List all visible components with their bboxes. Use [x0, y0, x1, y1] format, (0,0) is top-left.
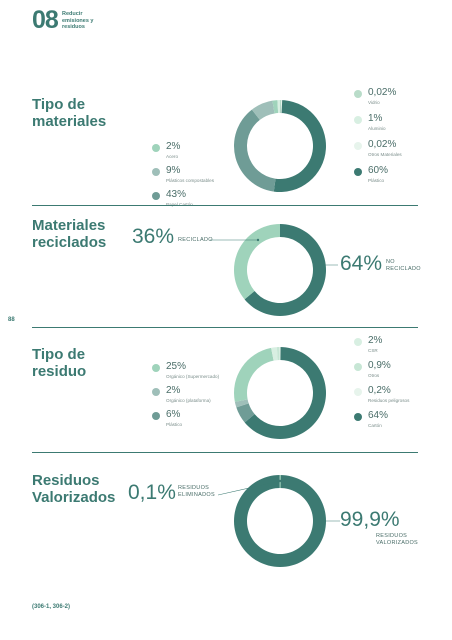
chapter-number: 08: [32, 6, 59, 34]
donut-slice: [234, 347, 274, 402]
donut-slice: [279, 100, 282, 114]
donut-slice: [277, 100, 280, 114]
donut-slice: [234, 224, 280, 300]
donut-slice: [244, 347, 326, 439]
recycled-label: RECICLADO: [178, 237, 213, 243]
page-number: 88: [8, 317, 15, 323]
legend-swatch: [152, 412, 160, 420]
not-recycled-label: NO RECICLADO: [386, 259, 421, 273]
legend-percentage: 0,2%: [368, 385, 391, 396]
valorized-label: RESIDUOS VALORIZADOS: [376, 533, 418, 547]
legend-label: Otros: [368, 373, 380, 378]
donut-chart-materiales: [234, 100, 326, 192]
donut-slice: [272, 100, 279, 114]
legend-label: Orgánico (Supermercado): [166, 374, 220, 379]
legend-percentage: 60%: [368, 165, 389, 176]
legend-percentage: 6%: [166, 409, 181, 420]
legend-swatch: [354, 142, 362, 150]
legend-label: Acero: [166, 154, 179, 159]
not-recycled-label-line-2: RECICLADO: [386, 266, 421, 272]
legend-percentage: 25%: [166, 361, 187, 372]
legend-label: Plástico: [368, 178, 385, 183]
legend-label: Aluminio: [368, 126, 386, 131]
legend-percentage: 2%: [368, 335, 383, 346]
eliminated-leader-line: [218, 479, 282, 496]
legend-swatch: [354, 90, 362, 98]
donut-slice: [234, 109, 276, 192]
divider: [32, 452, 418, 453]
legend-percentage: 0,02%: [368, 139, 397, 150]
legend-label: Plásticos compostables: [166, 178, 215, 183]
divider: [32, 327, 418, 328]
legend-label: Plástico: [166, 422, 183, 427]
not-recycled-leader-line: [316, 263, 338, 267]
donut-slice: [244, 224, 326, 316]
not-recycled-label-line-1: NO: [386, 259, 395, 265]
section-title-materiales: Tipo de materiales: [32, 96, 107, 130]
donut-chart-reciclados: [234, 224, 326, 316]
not-recycled-pct: 64%: [340, 252, 383, 275]
legend-percentage: 0,9%: [368, 360, 391, 371]
legend-percentage: 2%: [166, 385, 181, 396]
legend-swatch: [152, 192, 160, 200]
legend-label: Residuos peligrosos: [368, 398, 410, 403]
legend-swatch: [354, 116, 362, 124]
legend-percentage: 1%: [368, 113, 383, 124]
section-title-valorizados: Residuos Valorizados: [32, 472, 116, 506]
divider: [32, 205, 418, 206]
section-title-residuo: Tipo de residuo: [32, 346, 87, 380]
legend-swatch: [354, 363, 362, 371]
legend-swatch: [354, 168, 362, 176]
legend-percentage: 64%: [368, 410, 389, 421]
donut-slice: [279, 347, 281, 361]
recycled-pct: 36%: [132, 225, 175, 248]
chapter-title: Reducir emisiones y residuos: [62, 11, 94, 30]
eliminated-pct: 0,1%: [128, 481, 176, 504]
section-title-reciclados: Materiales reciclados: [32, 217, 107, 251]
donut-slice: [273, 100, 326, 192]
footer-reference: (306-1, 306-2): [32, 604, 71, 610]
eliminated-label: RESIDUOS ELIMINADOS: [178, 485, 215, 499]
legend-label: Orgánico (plataforma): [166, 398, 211, 403]
legend-percentage: 43%: [166, 189, 187, 200]
eliminated-label-line-1: RESIDUOS: [178, 485, 210, 491]
donut-slice: [236, 403, 255, 423]
donut-slice: [271, 347, 278, 361]
eliminated-label-line-2: ELIMINADOS: [178, 492, 215, 498]
valorized-label-line-2: VALORIZADOS: [376, 540, 419, 546]
legend-swatch: [152, 168, 160, 176]
legend-swatch: [152, 144, 160, 152]
recycled-leader-line: [210, 238, 260, 242]
legend-label: Vidrio: [368, 100, 380, 105]
legend-label: Papel Cartón: [166, 202, 193, 207]
valorized-label-line-1: RESIDUOS: [376, 533, 408, 539]
legend-percentage: 0,02%: [368, 87, 397, 98]
donut-chart-residuo: [234, 347, 326, 439]
legend-swatch: [354, 413, 362, 421]
valorized-leader-line: [316, 519, 340, 523]
legend-swatch: [354, 338, 362, 346]
donut-slice: [234, 399, 249, 408]
legend-percentage: 9%: [166, 165, 181, 176]
legend-percentage: 2%: [166, 141, 181, 152]
legend-label: CSR: [368, 348, 378, 353]
valorized-pct: 99,9%: [340, 508, 400, 531]
legend-swatch: [354, 388, 362, 396]
legend-label: Cartón: [368, 423, 382, 428]
donut-slice: [276, 347, 280, 361]
donut-slice: [280, 100, 283, 114]
legend-swatch: [152, 364, 160, 372]
donut-slice: [251, 100, 275, 120]
legend-swatch: [152, 388, 160, 396]
legend-label: Otros Materiales: [368, 152, 402, 157]
